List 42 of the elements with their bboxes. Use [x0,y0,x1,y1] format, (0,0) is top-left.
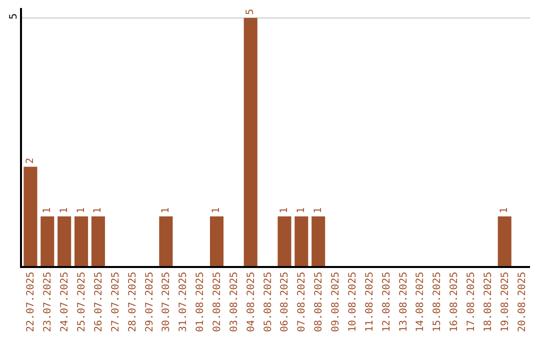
x-tick-label: 29.07.2025 [144,272,156,332]
x-tick-label: 16.08.2025 [449,272,460,332]
data-label: 1 [499,207,510,214]
data-label: 1 [312,207,324,214]
x-tick-label: 30.07.2025 [161,272,172,332]
x-tick-label: 17.08.2025 [466,272,477,332]
x-tick-label: 26.07.2025 [93,272,104,332]
x-tick-label: 10.08.2025 [347,272,358,332]
x-tick-label: 04.08.2025 [246,272,257,332]
x-tick-label: 20.08.2025 [516,272,528,332]
x-tick-label: 12.08.2025 [381,272,392,332]
x-tick-label: 14.08.2025 [415,272,426,332]
data-label: 1 [278,207,290,214]
data-label: 1 [92,207,104,214]
x-tick-label: 11.08.2025 [364,272,376,332]
data-label: 1 [160,207,172,214]
x-tick-label: 07.08.2025 [296,272,308,332]
data-label: 1 [211,207,222,214]
x-tick-label: 31.07.2025 [178,272,190,332]
x-tick-label: 25.07.2025 [76,272,88,332]
data-label: 1 [58,207,70,214]
data-label: 2 [24,158,36,164]
x-tick-label: 05.08.2025 [262,272,274,332]
x-tick-label: 06.08.2025 [280,272,291,332]
x-tick-label: 19.08.2025 [500,272,511,332]
x-tick-label: 13.08.2025 [398,272,410,332]
x-tick-label: 08.08.2025 [314,272,325,332]
x-tick-label: 01.08.2025 [195,272,206,332]
x-tick-label: 02.08.2025 [212,272,223,332]
x-tick-label: 27.07.2025 [110,272,122,332]
x-tick-label: 15.08.2025 [432,272,444,332]
x-tick-label: 24.07.2025 [60,272,71,332]
x-tick-label: 09.08.2025 [330,272,342,332]
data-label: 1 [76,207,87,214]
data-label: 1 [296,207,307,214]
x-tick-label: 22.07.2025 [26,272,37,332]
x-tick-label: 03.08.2025 [228,272,240,332]
x-tick-label: 23.07.2025 [42,272,54,332]
data-label: 5 [245,8,256,15]
x-tick-label: 18.08.2025 [482,272,494,332]
x-tick-label: 28.07.2025 [127,272,138,332]
data-label: 1 [42,207,53,214]
